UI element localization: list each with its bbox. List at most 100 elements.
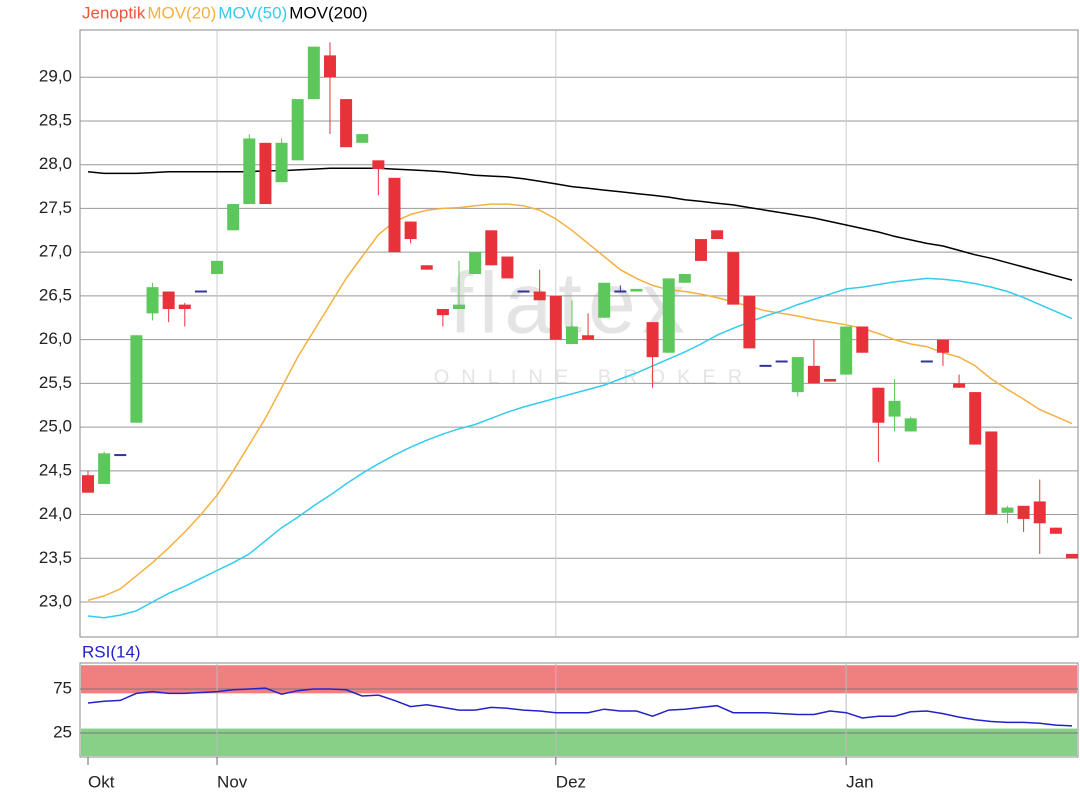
candle	[259, 142, 272, 205]
candle	[146, 282, 159, 321]
candle-body	[291, 99, 304, 161]
y-tick-label: 23,5	[39, 548, 72, 567]
moving-average	[87, 203, 1073, 602]
candle	[791, 357, 804, 397]
candle	[1001, 505, 1014, 524]
candle	[743, 295, 756, 349]
candle	[549, 295, 562, 340]
candle-body	[420, 265, 433, 270]
candle	[662, 278, 675, 353]
candle-body	[824, 378, 837, 382]
y-tick-label: 75	[53, 678, 72, 697]
candle-body	[436, 309, 449, 316]
legend-entry: MOV(50)	[218, 3, 287, 22]
candle-body	[323, 55, 336, 78]
price-panel	[79, 29, 1079, 638]
candle-body	[533, 291, 546, 301]
candle-body	[243, 138, 256, 205]
y-tick-label: 28,0	[39, 154, 72, 173]
candle-body	[501, 256, 514, 279]
candle-body	[549, 295, 562, 340]
y-tick-label: 23,0	[39, 591, 72, 610]
candle	[598, 282, 611, 318]
y-tick-label: 28,5	[39, 110, 72, 129]
y-tick-label: 24,0	[39, 504, 72, 523]
legend-entry: MOV(20)	[147, 3, 216, 22]
y-tick-label: 25,5	[39, 373, 72, 392]
watermark-tagline: ONLINE BROKER	[434, 366, 754, 388]
candle	[275, 138, 288, 183]
candle	[307, 46, 320, 100]
candle	[711, 230, 724, 240]
candle-body	[582, 335, 595, 340]
candle	[565, 300, 578, 344]
x-tick-label: Jan	[846, 772, 873, 791]
candle-body	[388, 177, 401, 253]
candle-body	[630, 288, 643, 292]
x-tick-label: Dez	[556, 772, 586, 791]
candle	[727, 252, 740, 305]
candle	[178, 302, 191, 327]
candle-body	[259, 142, 272, 205]
rsi-label: RSI(14)	[82, 642, 141, 661]
legend-entry: MOV(200)	[289, 3, 367, 22]
candle-body	[356, 134, 369, 143]
y-tick-label: 27,0	[39, 242, 72, 261]
candle-body	[453, 304, 466, 310]
candle-body	[727, 252, 740, 305]
y-tick-label: 25	[53, 722, 72, 741]
candle-body	[469, 252, 482, 275]
candle	[243, 134, 256, 205]
candle	[985, 431, 998, 515]
candle-body	[275, 142, 288, 183]
candle-body	[372, 160, 385, 170]
x-tick-label: Okt	[88, 772, 115, 791]
candle	[372, 160, 385, 196]
candle-body	[888, 400, 901, 417]
candle-body	[227, 204, 240, 231]
candle	[1017, 505, 1030, 533]
candle	[614, 285, 627, 293]
moving-average	[87, 277, 1073, 619]
candle	[211, 260, 224, 275]
candle-body	[1033, 501, 1046, 524]
candle	[485, 230, 498, 266]
candle	[404, 221, 417, 244]
candle-body	[1017, 505, 1030, 519]
y-tick-label: 26,5	[39, 285, 72, 304]
candle-body	[711, 230, 724, 240]
candle	[824, 378, 837, 382]
candle	[98, 451, 111, 484]
candle-body	[340, 99, 353, 148]
candle	[227, 204, 240, 231]
candle-body	[662, 278, 675, 353]
candle-body	[1049, 527, 1062, 534]
candle	[82, 470, 94, 493]
candle-body	[178, 304, 191, 310]
candle	[501, 256, 514, 279]
candle	[856, 326, 869, 353]
candle	[420, 265, 433, 270]
candle-body	[953, 383, 966, 388]
candle-body	[211, 260, 224, 275]
candle	[323, 42, 336, 135]
candle-body	[985, 431, 998, 515]
candle	[162, 291, 175, 323]
candle-body	[162, 291, 175, 310]
candle	[872, 387, 885, 463]
candle-body	[936, 339, 949, 353]
candle-body	[840, 326, 853, 375]
legend-entry: Jenoptik	[82, 3, 146, 22]
y-tick-label: 26,0	[39, 329, 72, 348]
x-tick-label: Nov	[217, 772, 248, 791]
candle	[356, 134, 369, 143]
candle	[340, 99, 353, 148]
candle	[888, 378, 901, 432]
candle	[469, 252, 482, 275]
candle	[1033, 479, 1046, 554]
candle-body	[146, 287, 159, 314]
candle-body	[565, 326, 578, 344]
candle-body	[404, 221, 417, 240]
candle-body	[791, 357, 804, 393]
